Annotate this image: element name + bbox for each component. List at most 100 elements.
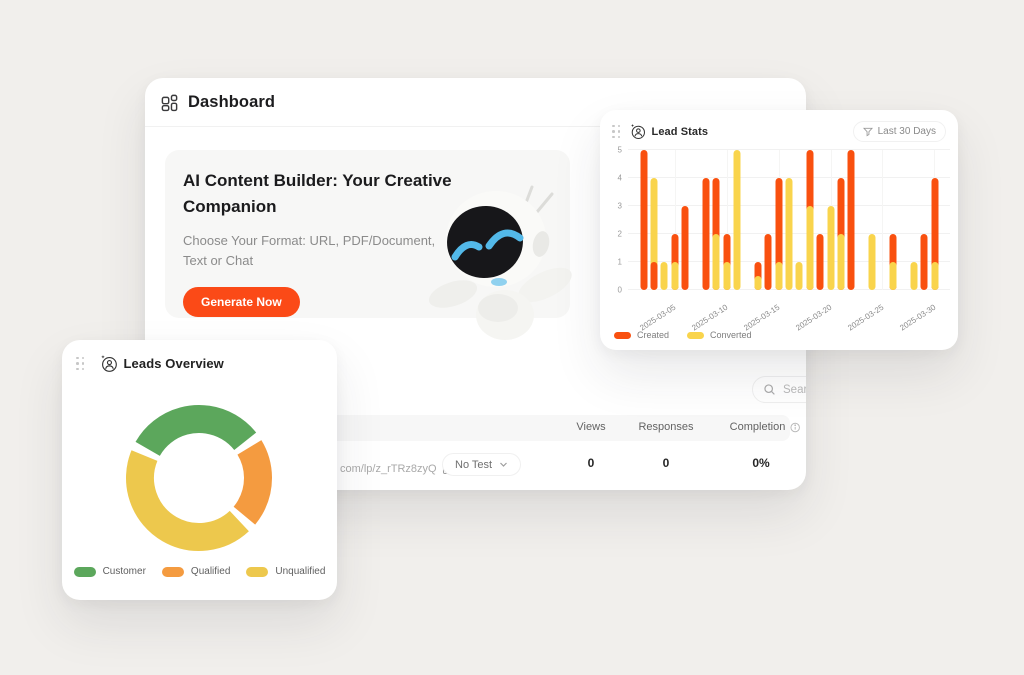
x-tick-label: 2025-03-15	[741, 302, 782, 333]
bar-slots	[628, 150, 950, 290]
table-row: com/lp/z_rTRz8zyQ No Test 0 0 0%	[163, 441, 790, 490]
unqualified-swatch	[246, 566, 269, 577]
bar-slot	[659, 150, 669, 290]
gridline-vertical	[674, 150, 676, 290]
gridline-horizontal	[628, 149, 950, 150]
legend-item-converted: Converted	[687, 330, 752, 340]
bar-slot	[742, 150, 752, 290]
donut-legend: Customer Qualified Unqualified	[62, 566, 337, 577]
legend-item-created: Created	[614, 330, 669, 340]
column-completion: Completion	[730, 421, 801, 433]
customer-swatch	[73, 566, 96, 577]
completion-value: 0%	[752, 456, 770, 470]
y-tick-label: 4	[617, 173, 622, 183]
y-tick-label: 0	[617, 285, 622, 295]
filter-funnel-icon	[862, 127, 873, 136]
y-tick-label: 3	[617, 201, 622, 211]
bar-slot	[815, 150, 825, 290]
bar-created	[816, 234, 824, 290]
y-tick-label: 5	[617, 145, 622, 155]
bar-slot	[805, 150, 815, 290]
lead-stats-chart: 0 1 2 3 4 5	[612, 146, 950, 295]
bar-created	[650, 262, 658, 290]
bar-converted	[712, 234, 720, 290]
bar-converted	[671, 262, 679, 290]
leads-overview-card: Leads Overview Customer Qualified Unqual…	[62, 340, 337, 600]
dashboard-header: Dashboard	[145, 78, 806, 127]
bar-converted	[806, 206, 814, 290]
bar-slot	[909, 150, 919, 290]
qualified-swatch	[161, 566, 184, 577]
views-value: 0	[587, 456, 595, 470]
search-input[interactable]: Sear	[752, 376, 806, 403]
converted-swatch	[687, 331, 705, 339]
x-tick-label: 2025-03-25	[845, 302, 885, 333]
bar-slot	[836, 150, 846, 290]
donut-segment-customer	[126, 405, 272, 551]
drag-handle-icon[interactable]	[612, 124, 621, 139]
bar-slot	[690, 150, 700, 290]
donut-segment-qualified	[126, 405, 272, 551]
bar-slot	[753, 150, 763, 290]
legend-item-qualified: Qualified	[161, 566, 230, 577]
legend-item-customer: Customer	[73, 566, 146, 577]
bar-created	[640, 150, 648, 290]
bar-slot	[670, 150, 680, 290]
bar-slot	[857, 150, 867, 290]
test-dropdown[interactable]: No Test	[442, 453, 522, 476]
gridline-vertical	[882, 150, 884, 290]
bar-created	[920, 234, 928, 290]
gridline-horizontal	[628, 177, 950, 178]
search-icon	[763, 383, 776, 396]
banner-title: AI Content Builder: Your Creative Compan…	[183, 171, 452, 217]
bar-slot	[919, 150, 929, 290]
page-title: Dashboard	[188, 92, 276, 111]
lead-stats-plot	[628, 149, 950, 290]
x-tick-label: 2025-03-05	[637, 302, 678, 333]
bar-converted	[775, 262, 783, 290]
bar-converted	[660, 262, 668, 290]
bar-created	[681, 206, 689, 290]
bar-created	[931, 178, 939, 290]
bar-slot	[732, 150, 742, 290]
bar-converted	[837, 234, 845, 290]
bar-converted	[785, 178, 793, 290]
banner-subtitle: Choose Your Format: URL, PDF/Document, T…	[183, 232, 436, 269]
bar-converted	[754, 276, 762, 290]
bar-slot	[888, 150, 898, 290]
bar-slot	[711, 150, 721, 290]
bar-chart-legend: Created Converted	[614, 330, 752, 340]
responses-value: 0	[662, 456, 670, 470]
bar-slot	[794, 150, 804, 290]
y-tick-label: 2	[617, 229, 622, 239]
bar-slot	[898, 150, 908, 290]
generate-now-button[interactable]: Generate Now	[183, 287, 300, 318]
legend-item-unqualified: Unqualified	[246, 566, 325, 577]
search-placeholder: Sear	[783, 383, 806, 396]
date-range-filter[interactable]: Last 30 Days	[852, 121, 946, 142]
bar-converted	[733, 150, 741, 290]
x-tick-label: 2025-03-10	[689, 302, 730, 333]
landing-page-url[interactable]: com/lp/z_rTRz8zyQ	[340, 463, 454, 475]
lead-stats-icon	[629, 123, 646, 140]
donut-segment-unqualified	[126, 405, 272, 551]
x-tick-label: 2025-03-20	[793, 302, 834, 333]
bar-slot	[867, 150, 877, 290]
bar-converted	[931, 262, 939, 290]
bar-slot	[846, 150, 856, 290]
lead-stats-card: Lead Stats Last 30 Days 0 1 2 3 4 5 2025-03-0…	[600, 110, 958, 350]
gridline-vertical	[726, 150, 728, 290]
bar-slot	[929, 150, 939, 290]
bar-converted	[827, 206, 835, 290]
bar-created	[775, 178, 783, 290]
leads-overview-icon	[99, 354, 118, 373]
bar-created	[764, 234, 772, 290]
x-tick-label: 2025-03-30	[897, 302, 937, 333]
column-responses: Responses	[638, 421, 694, 433]
bar-slot	[701, 150, 711, 290]
y-axis-labels: 0 1 2 3 4 5	[612, 146, 624, 295]
lead-stats-title: Lead Stats	[651, 125, 709, 138]
column-views: Views	[576, 421, 606, 433]
drag-handle-icon[interactable]	[76, 356, 85, 371]
info-icon	[790, 422, 800, 432]
